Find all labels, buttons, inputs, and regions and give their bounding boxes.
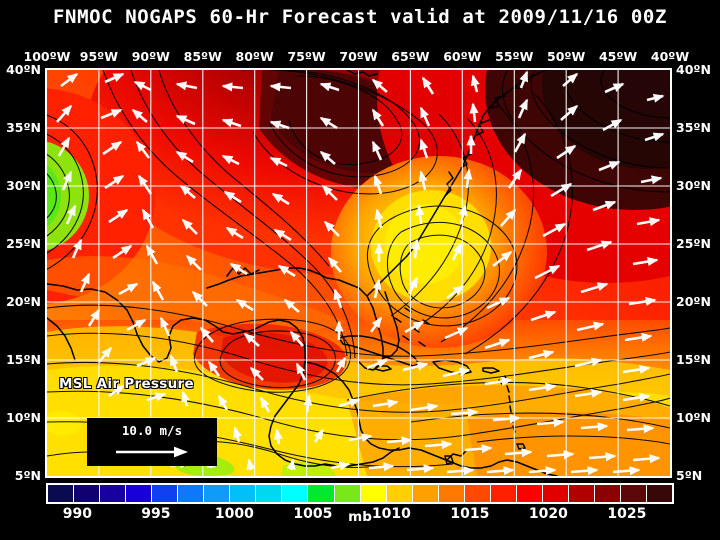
colorbar-swatch [621,485,648,502]
lat-tick-label: 10ºN [676,409,711,425]
colorbar-swatch [542,485,569,502]
lat-tick-label: 15ºN [676,351,711,367]
lon-tick-label: 45ºW [598,49,638,64]
lat-tick-label: 30ºN [676,177,711,193]
lon-tick-label: 95ºW [79,49,119,64]
colorbar-tick-label: 1020 [528,506,568,522]
colorbar-swatch [360,485,387,502]
colorbar-tick-label: 1015 [450,506,490,522]
lat-tick-label: 20ºN [676,293,711,309]
colorbar-tick-label: 1010 [371,506,411,522]
lon-tick-label: 55ºW [495,49,534,64]
colorbar-swatch [100,485,127,502]
lon-tick-label: 90ºW [131,49,170,64]
lon-tick-label: 70ºW [339,49,378,64]
colorbar-unit-label: mb [348,509,372,525]
colorbar-swatch [308,485,335,502]
lat-tick-label: 25ºN [6,235,41,251]
lon-tick-label: 100ºW [23,49,71,64]
colorbar-swatch [594,485,622,502]
lat-tick-label: 35ºN [676,119,711,135]
colorbar-swatch [647,485,673,502]
colorbar-swatch [256,485,283,502]
colorbar-swatch [48,485,75,502]
lat-tick-label: 40ºN [6,61,41,77]
colorbar-swatch [152,485,179,502]
colorbar-swatch [386,485,413,502]
colorbar-swatch [204,485,231,502]
wind-scale-value: 10.0 m/s [121,423,183,438]
lon-tick-label: 40ºW [650,49,690,64]
map-plot-area[interactable]: MSL Air Pressure 10.0 m/s [45,68,672,478]
lon-tick-label: 85ºW [183,49,222,64]
colorbar-tick-label: 1000 [214,506,254,522]
lat-tick-label: 20ºN [6,293,41,309]
lon-tick-label: 50ºW [547,49,586,64]
colorbar-tick-label: 995 [141,506,171,522]
lat-tick-label: 40ºN [676,61,711,77]
colorbar-tick-label: 1005 [293,506,333,522]
colorbar-swatch [412,485,439,502]
colorbar-swatch [516,485,543,502]
lat-tick-label: 10ºN [6,409,41,425]
colorbar-swatch [438,485,465,502]
lon-tick-label: 65ºW [391,49,430,64]
wind-scale-legend: 10.0 m/s [87,418,217,466]
map-canvas [47,70,670,476]
lat-tick-label: 30ºN [6,177,41,193]
lat-tick-label: 35ºN [6,119,41,135]
colorbar-swatch [490,485,517,502]
colorbar-swatch [464,485,491,502]
lon-tick-label: 60ºW [443,49,482,64]
colorbar-swatch [126,485,153,502]
colorbar-swatch [334,485,361,502]
colorbar-swatch [568,485,595,502]
colorbar-swatch [230,485,257,502]
page-title: FNMOC NOGAPS 60-Hr Forecast valid at 200… [53,6,667,28]
lat-tick-label: 5ºN [676,467,703,483]
lat-tick-label: 15ºN [6,351,41,367]
colorbar-swatch [178,485,205,502]
lon-tick-label: 75ºW [287,49,326,64]
lat-tick-label: 25ºN [676,235,711,251]
right-arrow-icon [116,446,188,458]
lon-tick-label: 80ºW [235,49,274,64]
colorbar-tick-label: 990 [62,506,93,522]
lat-tick-label: 5ºN [14,467,41,483]
colorbar-swatch [74,485,101,502]
colorbar-swatch [282,485,309,502]
colorbar-tick-label: 1025 [607,506,647,522]
pressure-colorbar[interactable] [46,483,674,504]
